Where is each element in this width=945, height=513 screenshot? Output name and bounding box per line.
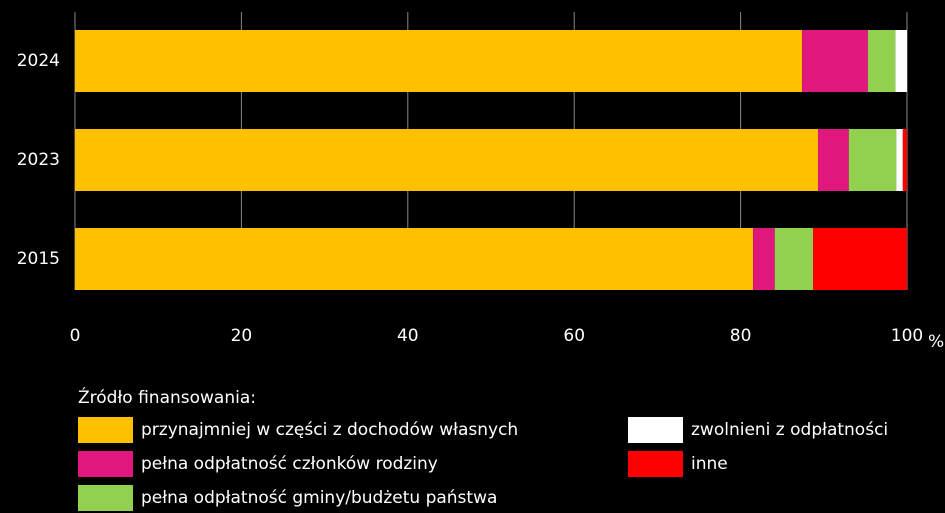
legend-swatch	[78, 451, 133, 477]
legend-label: inne	[691, 454, 728, 474]
legend-label: pełna odpłatność członków rodziny	[141, 454, 438, 474]
x-tick-label: 40	[397, 326, 419, 346]
bar-segment	[867, 30, 896, 92]
x-tick-label: 100	[891, 326, 923, 346]
legend-swatch	[628, 417, 683, 443]
x-tick-label: 60	[563, 326, 585, 346]
bar-segment	[817, 129, 849, 191]
x-axis-label: %	[928, 332, 944, 352]
bar-segment	[753, 228, 775, 290]
bar-segment	[812, 228, 907, 290]
bar-segment	[895, 30, 907, 92]
bar-segment	[902, 129, 907, 191]
bar-segment	[848, 129, 897, 191]
x-tick-label: 20	[231, 326, 253, 346]
bar-segment	[75, 129, 818, 191]
y-tick-label: 2015	[17, 249, 60, 269]
y-tick-label: 2023	[17, 150, 60, 170]
legend-swatch	[78, 417, 133, 443]
legend-label: zwolnieni z odpłatności	[691, 420, 888, 440]
legend-title: Źródło finansowania:	[78, 386, 256, 408]
legend-label: pełna odpłatność gminy/budżetu państwa	[141, 488, 497, 508]
bar-segment	[75, 30, 803, 92]
bar-segment	[75, 228, 754, 290]
legend-swatch	[628, 451, 683, 477]
x-tick-label: 80	[730, 326, 752, 346]
legend-swatch	[78, 485, 133, 511]
x-tick-label: 0	[70, 326, 81, 346]
legend-label: przynajmniej w części z dochodów własnyc…	[141, 420, 518, 440]
bar-segment	[896, 129, 903, 191]
bar-segment	[802, 30, 868, 92]
y-tick-label: 2024	[17, 51, 60, 71]
bar-segment	[774, 228, 813, 290]
